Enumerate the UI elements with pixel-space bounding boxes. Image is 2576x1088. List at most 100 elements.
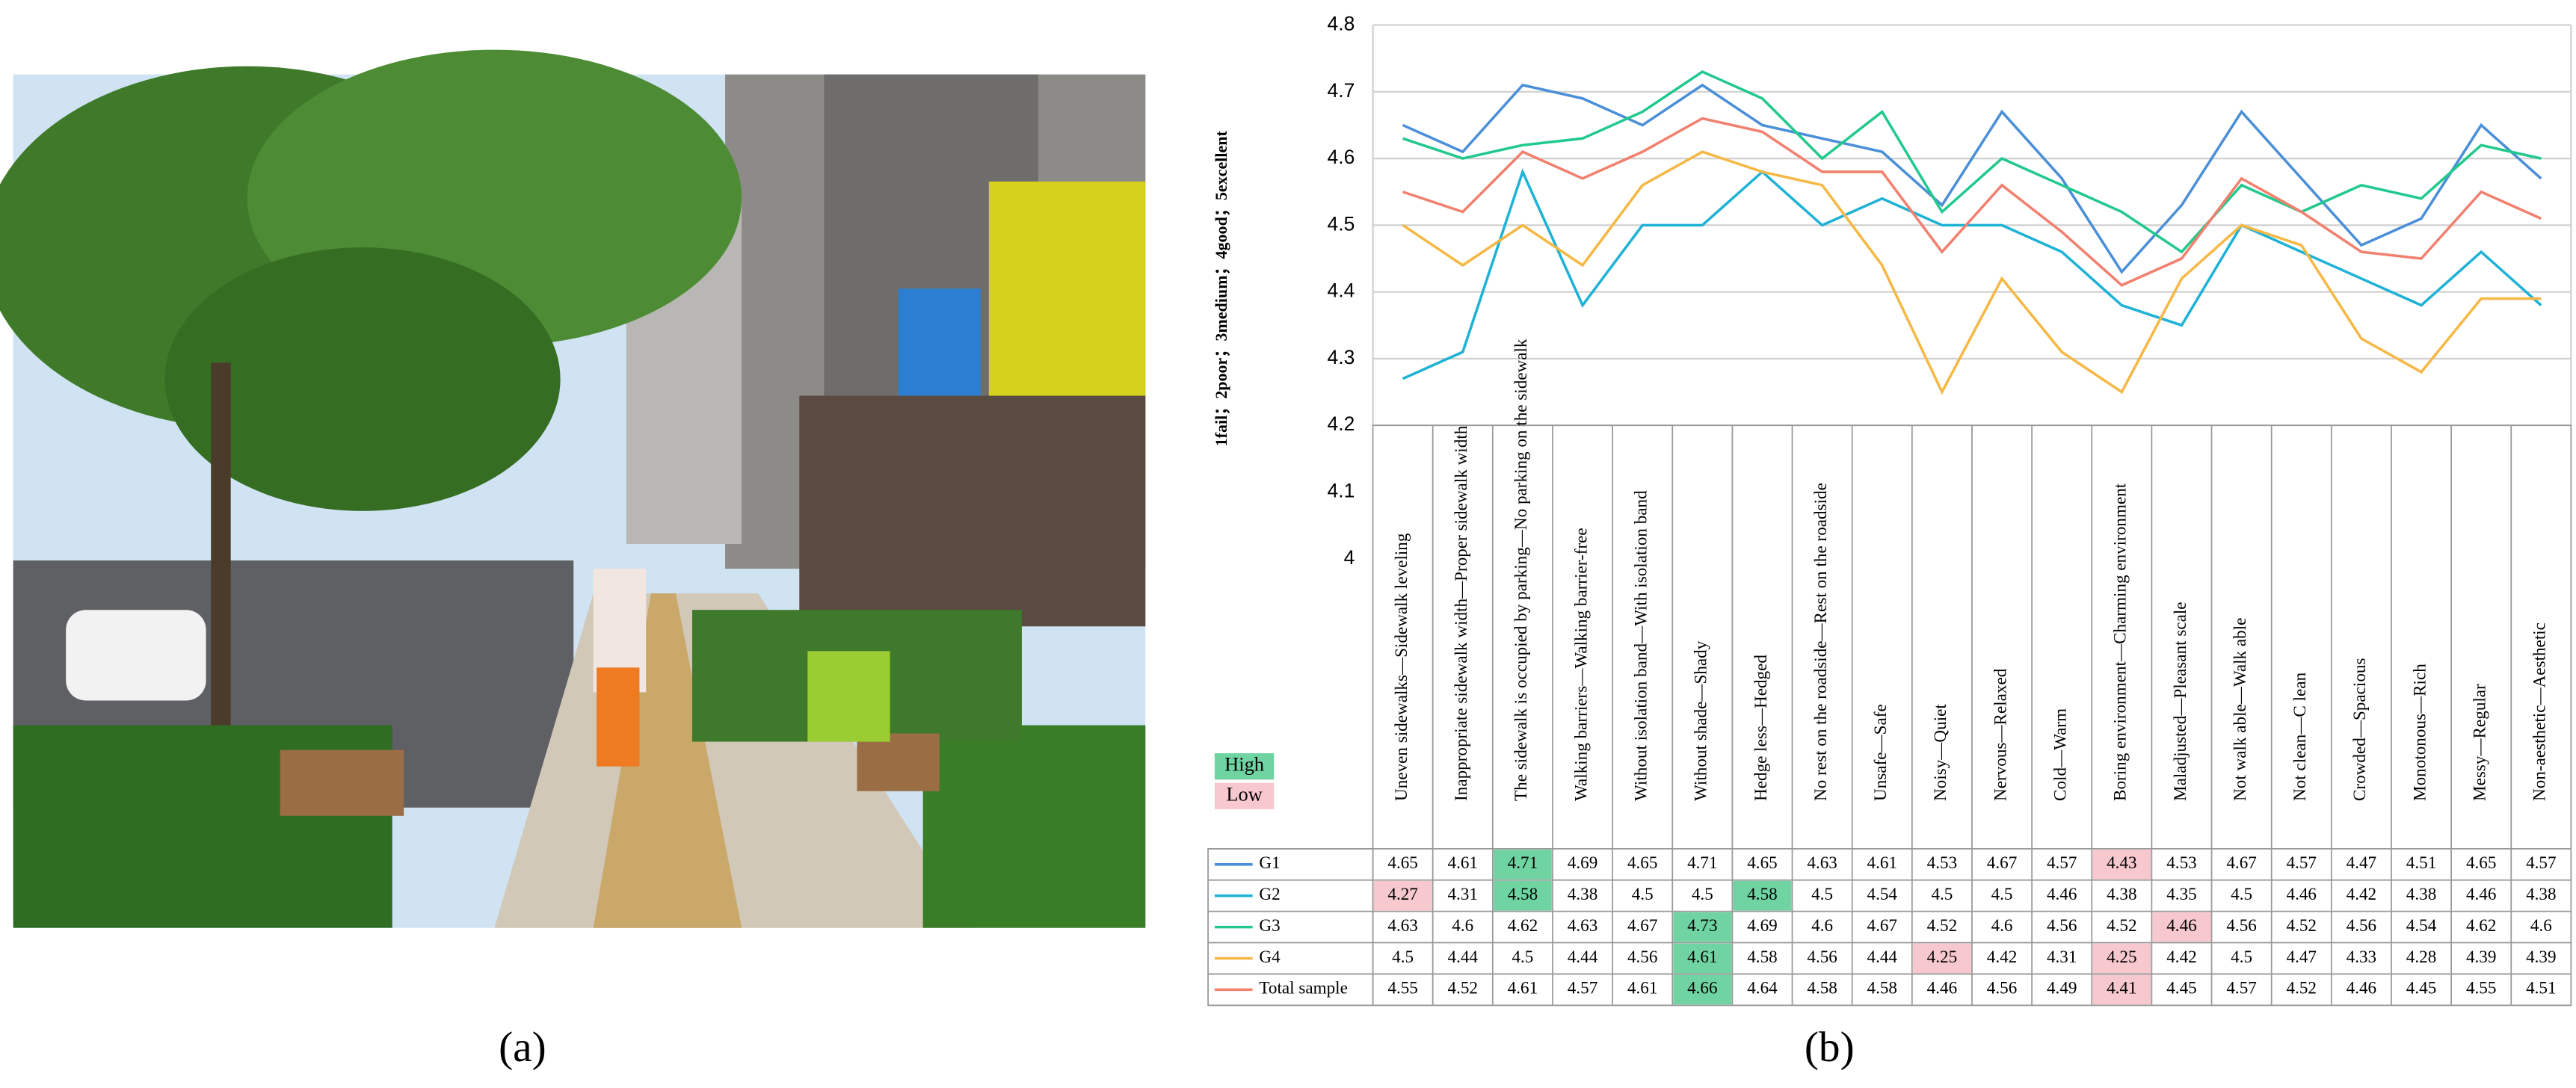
table-value: 4.25 bbox=[2107, 948, 2136, 967]
table-value: 4.52 bbox=[2287, 979, 2317, 998]
category-label: Not walk able—Walk able bbox=[2231, 618, 2250, 801]
table-value: 4.61 bbox=[1508, 979, 1538, 998]
series-name: G1 bbox=[1259, 853, 1280, 873]
series-name: G2 bbox=[1259, 885, 1280, 904]
table-value: 4.56 bbox=[2347, 916, 2376, 936]
cell-highlight bbox=[1673, 912, 1732, 942]
category-label: Non-aesthetic—Aesthetic bbox=[2530, 622, 2550, 801]
table-value: 4.49 bbox=[2047, 979, 2077, 998]
y-tick-label: 4.2 bbox=[1328, 412, 1355, 435]
cell-highlight bbox=[2092, 974, 2151, 1005]
y-tick-label: 4 bbox=[1344, 546, 1355, 569]
table-value: 4.61 bbox=[1627, 979, 1657, 998]
table-value: 4.55 bbox=[1387, 979, 1417, 998]
category-label: Boring environment—Charming environment bbox=[2111, 483, 2130, 801]
series-name: G4 bbox=[1259, 948, 1281, 967]
y-axis-label: 1fail；2poor；3medium；4good；5excellent bbox=[1212, 130, 1230, 446]
table-value: 4.57 bbox=[2226, 979, 2256, 998]
series-line bbox=[1402, 168, 2542, 380]
category-label: Messy—Regular bbox=[2470, 684, 2489, 801]
table-value: 4.5 bbox=[1991, 885, 2013, 904]
table-value: 4.5 bbox=[1512, 948, 1533, 967]
y-tick-label: 4.7 bbox=[1328, 79, 1355, 102]
table-value: 4.58 bbox=[1747, 885, 1777, 904]
table-value: 4.67 bbox=[1867, 916, 1897, 936]
table-value: 4.51 bbox=[2526, 979, 2556, 998]
table-value: 4.55 bbox=[2466, 979, 2496, 998]
table-value: 4.67 bbox=[1627, 916, 1657, 936]
table-value: 4.5 bbox=[2231, 885, 2252, 904]
cell-highlight bbox=[1912, 943, 1971, 974]
table-value: 4.39 bbox=[2526, 948, 2556, 967]
legend-label: Low bbox=[1226, 782, 1262, 805]
table-value: 4.66 bbox=[1687, 979, 1717, 998]
cell-highlight bbox=[1673, 943, 1732, 974]
panel-label: (b) bbox=[1805, 1024, 1855, 1071]
table-value: 4.42 bbox=[2347, 885, 2376, 904]
table-value: 4.5 bbox=[1931, 885, 1953, 904]
table-value: 4.57 bbox=[1568, 979, 1597, 998]
cell-highlight bbox=[1673, 974, 1732, 1005]
legend-swatch bbox=[1214, 782, 1275, 809]
cell-highlight bbox=[2092, 943, 2151, 974]
table-value: 4.6 bbox=[1991, 916, 2013, 936]
table-value: 4.62 bbox=[1508, 916, 1538, 936]
y-tick-label: 4.1 bbox=[1328, 480, 1355, 502]
table-value: 4.46 bbox=[2287, 885, 2317, 904]
table-value: 4.45 bbox=[2406, 979, 2436, 998]
table-value: 4.53 bbox=[1927, 853, 1957, 873]
table-value: 4.57 bbox=[2047, 853, 2077, 873]
table-value: 4.51 bbox=[2406, 853, 2436, 873]
table-value: 4.52 bbox=[2287, 916, 2317, 936]
cell-highlight bbox=[1373, 880, 1432, 911]
table-value: 4.52 bbox=[2107, 916, 2136, 936]
street-photo bbox=[0, 49, 1146, 928]
table-value: 4.65 bbox=[1627, 853, 1657, 873]
table-value: 4.5 bbox=[1692, 885, 1713, 904]
table-value: 4.52 bbox=[1448, 979, 1478, 998]
table-value: 4.31 bbox=[2047, 948, 2077, 967]
table-value: 4.33 bbox=[2347, 948, 2376, 967]
table-value: 4.46 bbox=[2166, 916, 2196, 936]
cell-highlight bbox=[2152, 912, 2211, 942]
panel-label: (a) bbox=[499, 1024, 546, 1071]
table-value: 4.61 bbox=[1867, 853, 1897, 873]
table-value: 4.42 bbox=[1987, 948, 2017, 967]
table-value: 4.46 bbox=[2466, 885, 2496, 904]
table-value: 4.61 bbox=[1687, 948, 1717, 967]
table-value: 4.45 bbox=[2166, 979, 2196, 998]
table-value: 4.65 bbox=[1387, 853, 1417, 873]
table-value: 4.57 bbox=[2287, 853, 2317, 873]
y-tick-label: 4.5 bbox=[1328, 212, 1355, 235]
category-label: Unsafe—Safe bbox=[1871, 704, 1891, 801]
legend-swatch bbox=[1214, 753, 1275, 780]
y-tick-label: 4.4 bbox=[1328, 279, 1355, 302]
chart: 4 4.1 4.2 4.3 4.4 4.5 4.6 4.7 4.8 1fail；2poor；3me… bbox=[1207, 12, 2572, 1007]
series-name: Total sample bbox=[1259, 979, 1347, 998]
table-value: 4.44 bbox=[1568, 948, 1598, 967]
table-value: 4.47 bbox=[2287, 948, 2317, 967]
y-tick-label: 4.3 bbox=[1328, 346, 1355, 368]
table-value: 4.73 bbox=[1687, 916, 1717, 936]
table-value: 4.67 bbox=[1987, 853, 2017, 873]
cell-highlight bbox=[2092, 849, 2151, 880]
table-value: 4.5 bbox=[2231, 948, 2252, 967]
table-value: 4.43 bbox=[2107, 853, 2136, 873]
table-value: 4.5 bbox=[1632, 885, 1654, 904]
series-name: G3 bbox=[1259, 916, 1280, 936]
y-tick-label: 4.8 bbox=[1328, 12, 1355, 34]
category-label: Noisy—Quiet bbox=[1931, 704, 1950, 801]
table-value: 4.58 bbox=[1867, 979, 1897, 998]
table-value: 4.71 bbox=[1687, 853, 1717, 873]
table-value: 4.69 bbox=[1747, 916, 1777, 936]
category-label: Nervous—Relaxed bbox=[1991, 668, 2010, 801]
table-value: 4.31 bbox=[1448, 885, 1478, 904]
table-value: 4.53 bbox=[2166, 853, 2196, 873]
category-label: Without shade—Shady bbox=[1692, 640, 1711, 801]
table-value: 4.58 bbox=[1747, 948, 1777, 967]
table-value: 4.6 bbox=[1452, 916, 1473, 936]
table-value: 4.5 bbox=[1811, 885, 1833, 904]
table-value: 4.28 bbox=[2406, 948, 2436, 967]
table-value: 4.63 bbox=[1568, 916, 1597, 936]
